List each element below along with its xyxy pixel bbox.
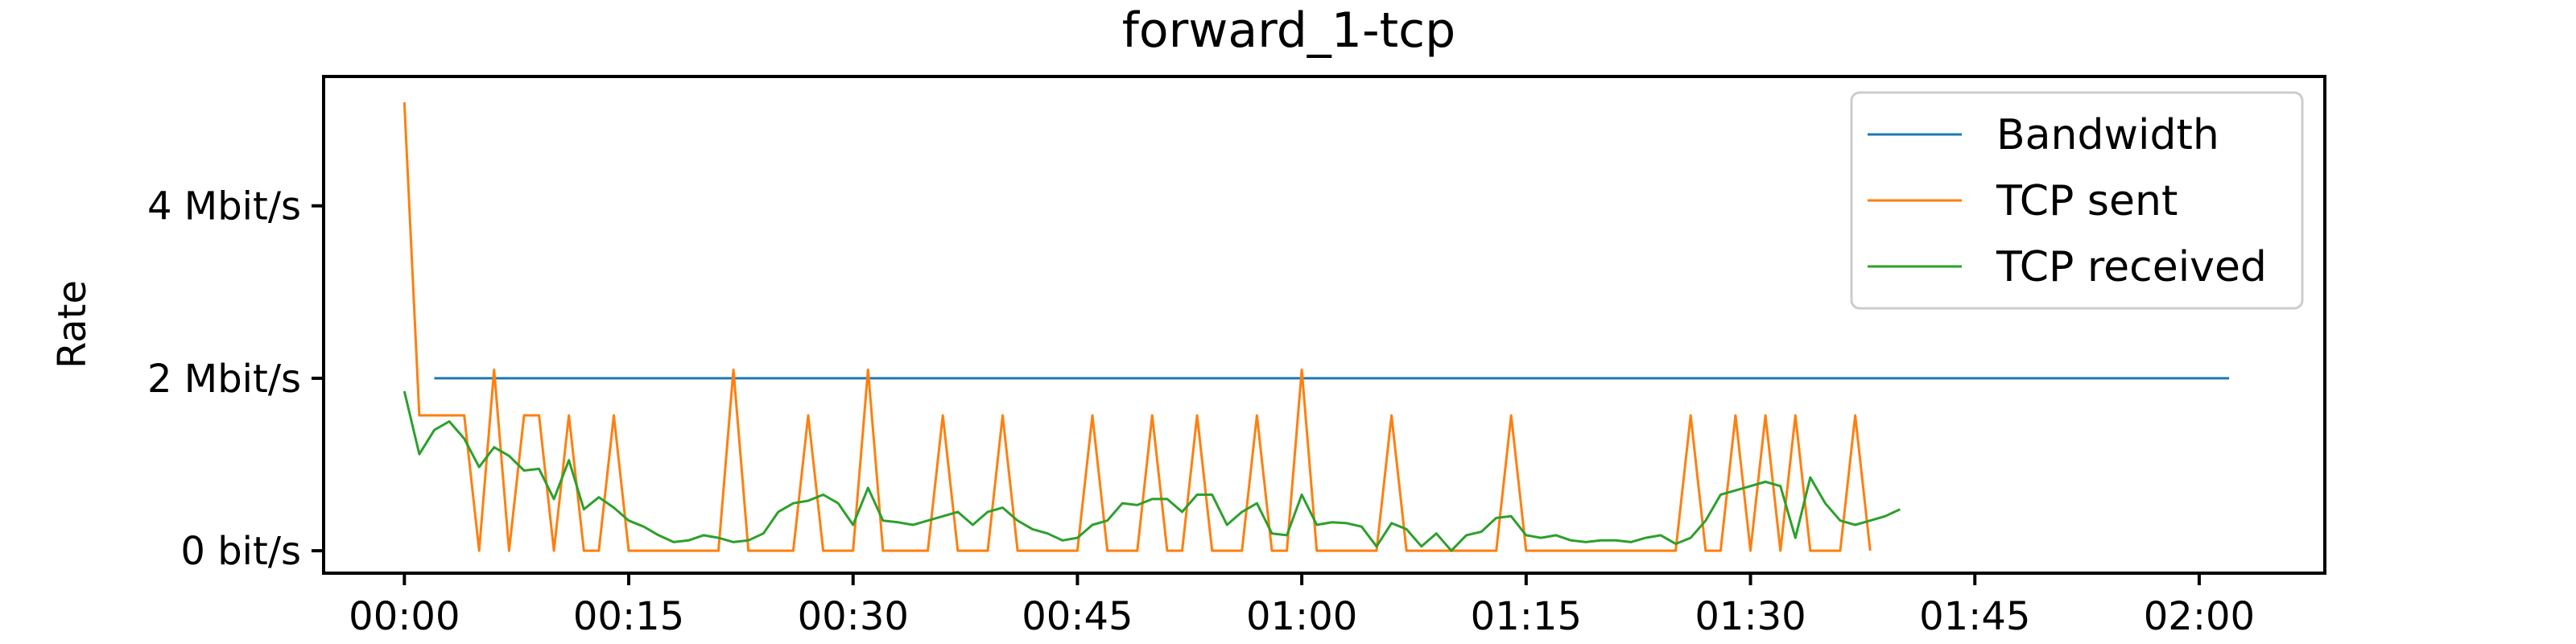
series-line-1 [402, 102, 1872, 552]
legend-label: TCP sent [1996, 177, 2178, 225]
y-axis-label: Rate [50, 280, 95, 369]
legend-label: Bandwidth [1996, 111, 2219, 159]
legend: Bandwidth TCP sent TCP received [1850, 91, 2304, 310]
series-line-2 [402, 390, 1901, 552]
x-tick-label: 00:00 [349, 594, 460, 639]
x-tick-label: 00:45 [1022, 594, 1133, 639]
plot-frame [322, 75, 2326, 575]
x-tick-label: 01:00 [1246, 594, 1357, 639]
y-tick-label: 4 Mbit/s [147, 184, 301, 229]
x-tick-label: 01:45 [1919, 594, 2030, 639]
x-tick-label: 02:00 [2144, 594, 2255, 639]
legend-label: TCP received [1996, 243, 2267, 291]
x-tick-label: 00:15 [573, 594, 684, 639]
ticks-layer: 00:00 00:15 00:30 00:45 01:00 01:15 01:30 01:45… [147, 184, 2255, 639]
legend-frame [1850, 91, 2304, 310]
y-tick-label: 2 Mbit/s [147, 357, 301, 402]
y-tick-label: 0 bit/s [180, 529, 301, 574]
series-layer [402, 102, 2230, 552]
x-tick-label: 01:30 [1695, 594, 1806, 639]
chart-title: forward_1-tcp [1122, 2, 1455, 59]
x-tick-label: 00:30 [798, 594, 909, 639]
x-tick-label: 01:15 [1471, 594, 1582, 639]
